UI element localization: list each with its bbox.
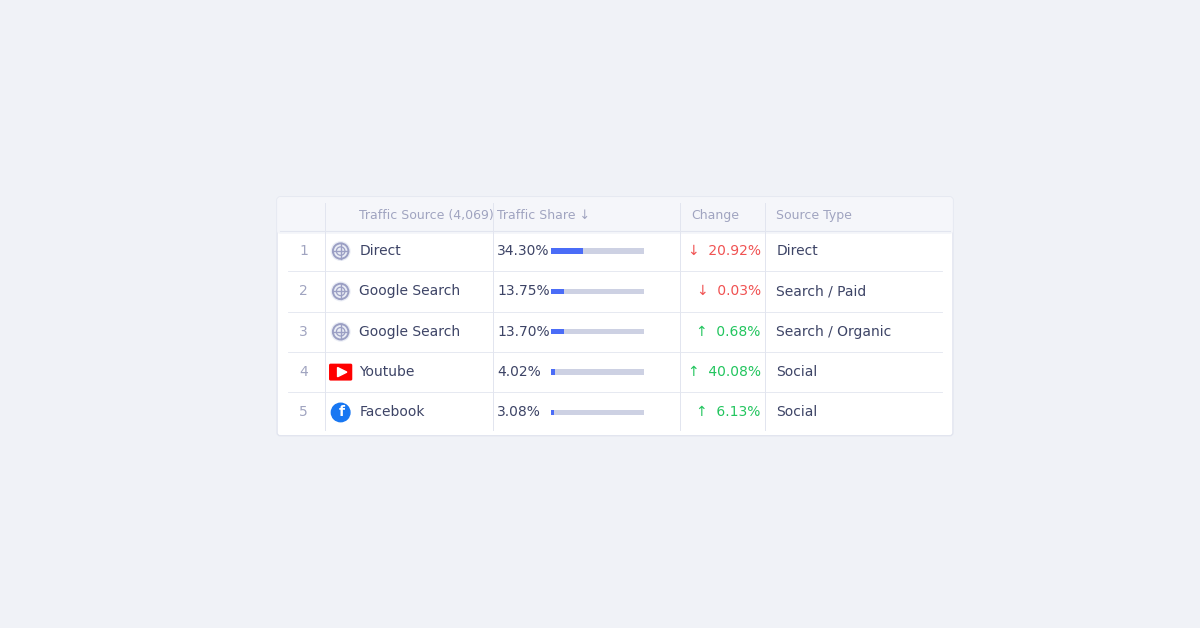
- Bar: [552, 289, 644, 294]
- Text: Change: Change: [691, 209, 739, 222]
- Circle shape: [331, 403, 350, 422]
- Bar: [552, 249, 644, 254]
- Text: ↑  0.68%: ↑ 0.68%: [696, 325, 761, 338]
- Text: 3: 3: [299, 325, 308, 338]
- Text: 13.75%: 13.75%: [497, 284, 550, 298]
- Text: Traffic Share ↓: Traffic Share ↓: [497, 209, 590, 222]
- Text: f: f: [338, 406, 344, 420]
- Text: Traffic Source (4,069): Traffic Source (4,069): [359, 209, 494, 222]
- Bar: [552, 289, 564, 294]
- Text: ↑  40.08%: ↑ 40.08%: [688, 365, 761, 379]
- FancyBboxPatch shape: [277, 197, 953, 436]
- Bar: [281, 215, 950, 231]
- Text: ↓  20.92%: ↓ 20.92%: [688, 244, 761, 258]
- Text: Facebook: Facebook: [359, 406, 425, 420]
- Text: Google Search: Google Search: [359, 284, 461, 298]
- Text: 13.70%: 13.70%: [497, 325, 550, 338]
- Text: Social: Social: [776, 365, 817, 379]
- Text: Direct: Direct: [359, 244, 401, 258]
- Bar: [552, 410, 644, 415]
- Text: Search / Organic: Search / Organic: [776, 325, 892, 338]
- Text: 2: 2: [299, 284, 308, 298]
- Text: 4: 4: [299, 365, 308, 379]
- Circle shape: [331, 282, 350, 301]
- Text: Google Search: Google Search: [359, 325, 461, 338]
- FancyBboxPatch shape: [329, 364, 353, 381]
- Text: ↑  6.13%: ↑ 6.13%: [696, 406, 761, 420]
- Text: Youtube: Youtube: [359, 365, 415, 379]
- Text: 1: 1: [299, 244, 308, 258]
- Circle shape: [331, 242, 350, 261]
- FancyBboxPatch shape: [277, 197, 953, 234]
- Text: Direct: Direct: [776, 244, 818, 258]
- Bar: [552, 329, 644, 335]
- Text: ↓  0.03%: ↓ 0.03%: [696, 284, 761, 298]
- Bar: [552, 410, 554, 415]
- Bar: [552, 369, 644, 375]
- Text: 34.30%: 34.30%: [497, 244, 550, 258]
- Polygon shape: [337, 367, 347, 377]
- Bar: [552, 249, 583, 254]
- Text: 5: 5: [299, 406, 308, 420]
- Circle shape: [331, 323, 350, 341]
- Text: Search / Paid: Search / Paid: [776, 284, 866, 298]
- Text: Source Type: Source Type: [776, 209, 852, 222]
- Text: 3.08%: 3.08%: [497, 406, 541, 420]
- Text: Social: Social: [776, 406, 817, 420]
- Text: 4.02%: 4.02%: [497, 365, 541, 379]
- Bar: [552, 329, 564, 335]
- Bar: [552, 369, 556, 375]
